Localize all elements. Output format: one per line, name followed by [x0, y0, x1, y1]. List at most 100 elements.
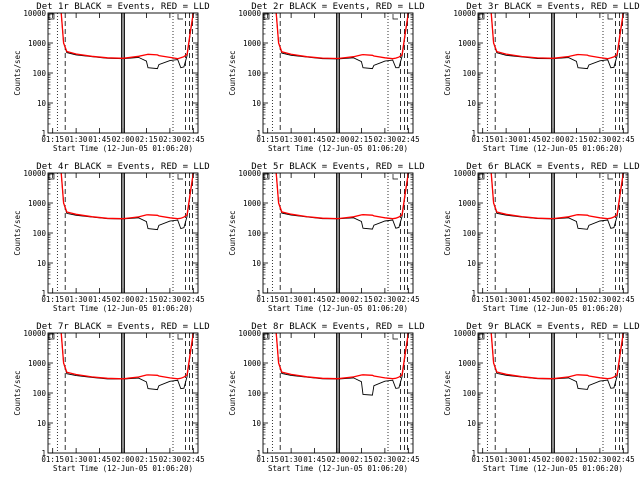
y-tick-label: 10: [37, 99, 47, 108]
x-axis-label: Start Time (12-Jun-05 01:06:20): [268, 144, 408, 153]
y-axis-label: Counts/sec: [443, 210, 452, 255]
y-tick-label: 1000: [28, 199, 47, 208]
y-tick-label: 10000: [453, 329, 476, 338]
x-tick-label: 02:15: [350, 295, 373, 304]
x-tick-label: 01:30: [495, 455, 518, 464]
x-tick-label: 02:30: [159, 455, 182, 464]
x-tick-label: 01:45: [88, 455, 111, 464]
x-tick-label: 01:15: [41, 135, 64, 144]
y-tick-label: 1000: [28, 359, 47, 368]
corner-marker-left: [263, 333, 270, 340]
series-group: [490, 13, 624, 70]
x-tick-label: 02:00: [542, 295, 565, 304]
y-tick-label: 100: [32, 229, 46, 238]
x-tick-label: 02:15: [135, 455, 158, 464]
x-tick-label: 01:30: [65, 135, 88, 144]
y-tick-label: 10000: [23, 329, 46, 338]
panel-det-8: Det 8r BLACK = Events, RED = LLD 1 10 100 10…: [228, 322, 425, 473]
y-tick-label: 100: [247, 229, 261, 238]
series-lld-line: [490, 173, 624, 220]
x-tick-label: 02:15: [135, 135, 158, 144]
corner-marker-right: [607, 14, 613, 20]
y-tick-label: 100: [247, 69, 261, 78]
x-tick-label: 01:45: [303, 295, 326, 304]
x-tick-label: 01:30: [495, 135, 518, 144]
marker-lines: [271, 13, 408, 133]
y-tick-label: 10: [467, 259, 477, 268]
panel-det-1: Det 1r BLACK = Events, RED = LLD 1 10 100 10…: [13, 2, 210, 153]
series-events-line: [490, 13, 624, 70]
x-tick-label: 01:15: [471, 455, 494, 464]
x-tick-label: 02:00: [327, 135, 350, 144]
y-tick-label: 1: [471, 449, 476, 458]
y-axis-label: Counts/sec: [228, 210, 237, 255]
series-group: [60, 173, 194, 231]
panel-title: Det 9r BLACK = Events, RED = LLD: [466, 322, 639, 332]
y-axis-label: Counts/sec: [13, 210, 22, 255]
y-tick-label: 100: [247, 389, 261, 398]
panel-det-3: Det 3r BLACK = Events, RED = LLD 1 10 100 10…: [443, 2, 640, 153]
series-lld-line: [490, 333, 624, 380]
marker-lines: [56, 333, 193, 453]
x-tick-label: 02:30: [159, 295, 182, 304]
series-group: [275, 13, 409, 70]
series-group: [490, 173, 624, 230]
y-tick-label: 10000: [453, 9, 476, 18]
y-tick-label: 10: [37, 419, 47, 428]
marker-lines: [56, 13, 193, 133]
y-tick-label: 1: [471, 289, 476, 298]
x-tick-label: 01:45: [518, 295, 541, 304]
y-tick-label: 1000: [458, 199, 477, 208]
x-tick-label: 01:45: [88, 295, 111, 304]
y-tick-label: 1: [256, 129, 261, 138]
marker-lines: [271, 333, 408, 453]
panel-det-7: Det 7r BLACK = Events, RED = LLD 1 10 100 10…: [13, 322, 210, 473]
series-group: [60, 333, 194, 391]
x-tick-label: 02:45: [397, 135, 420, 144]
x-axis-label: Start Time (12-Jun-05 01:06:20): [53, 464, 193, 473]
y-tick-label: 10000: [238, 169, 261, 178]
x-tick-label: 02:30: [159, 135, 182, 144]
y-tick-label: 1: [41, 449, 46, 458]
x-tick-label: 02:45: [612, 135, 635, 144]
x-tick-label: 01:45: [303, 135, 326, 144]
x-tick-label: 01:30: [280, 135, 303, 144]
series-lld-line: [60, 333, 194, 380]
x-tick-label: 02:00: [542, 135, 565, 144]
y-tick-label: 1000: [243, 199, 262, 208]
x-tick-label: 02:45: [397, 455, 420, 464]
corner-marker-left: [48, 333, 55, 340]
y-tick-label: 100: [32, 389, 46, 398]
y-tick-label: 10: [467, 419, 477, 428]
series-lld-line: [60, 173, 194, 220]
marker-lines: [56, 173, 193, 293]
x-tick-label: 02:00: [112, 295, 135, 304]
y-tick-label: 1000: [458, 39, 477, 48]
x-tick-label: 01:15: [471, 135, 494, 144]
y-tick-label: 10: [252, 259, 262, 268]
x-tick-label: 02:15: [565, 295, 588, 304]
y-tick-label: 100: [462, 229, 476, 238]
x-tick-label: 01:15: [256, 455, 279, 464]
series-lld-line: [275, 173, 409, 220]
x-axis-label: Start Time (12-Jun-05 01:06:20): [483, 304, 623, 313]
y-tick-label: 10: [252, 99, 262, 108]
x-tick-label: 01:15: [41, 455, 64, 464]
corner-marker-left: [263, 13, 270, 20]
x-axis-label: Start Time (12-Jun-05 01:06:20): [483, 464, 623, 473]
series-group: [275, 173, 409, 230]
x-tick-label: 02:45: [182, 295, 205, 304]
series-lld-line: [60, 13, 194, 60]
x-tick-label: 02:30: [589, 455, 612, 464]
y-tick-label: 1000: [458, 359, 477, 368]
series-events-line: [60, 173, 194, 231]
panel-title: Det 5r BLACK = Events, RED = LLD: [251, 162, 424, 172]
series-lld-line: [490, 13, 624, 60]
x-tick-label: 02:15: [565, 135, 588, 144]
y-axis-label: Counts/sec: [13, 50, 22, 95]
panel-title: Det 3r BLACK = Events, RED = LLD: [466, 2, 639, 12]
y-tick-label: 100: [462, 389, 476, 398]
y-tick-label: 100: [462, 69, 476, 78]
y-tick-label: 10: [37, 259, 47, 268]
x-tick-label: 02:15: [350, 135, 373, 144]
